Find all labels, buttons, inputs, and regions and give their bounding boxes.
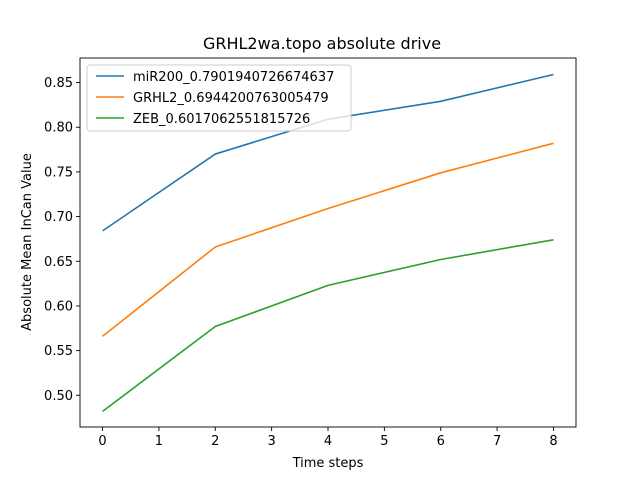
y-tick-label: 0.80 bbox=[44, 121, 73, 136]
legend: miR200_0.7901940726674637 GRHL2_0.6944200… bbox=[86, 64, 352, 132]
series-line-1 bbox=[102, 142, 554, 337]
x-axis-title: Time steps bbox=[292, 456, 364, 471]
y-axis-title: Absolute Mean InCan Value bbox=[20, 153, 35, 331]
x-tick-label: 4 bbox=[324, 434, 332, 449]
chart-title: GRHL2wa.topo absolute drive bbox=[203, 34, 441, 53]
x-tick-label: 3 bbox=[267, 434, 275, 449]
x-tick-label: 6 bbox=[437, 434, 445, 449]
x-tick-label: 1 bbox=[155, 434, 163, 449]
series-line-2 bbox=[102, 239, 554, 412]
x-tick-label: 7 bbox=[493, 434, 501, 449]
y-tick-label: 0.50 bbox=[44, 389, 73, 404]
y-tick-label: 0.55 bbox=[44, 344, 73, 359]
legend-label: GRHL2_0.6944200763005479 bbox=[133, 91, 329, 106]
x-tick-label: 5 bbox=[380, 434, 388, 449]
legend-label: miR200_0.7901940726674637 bbox=[133, 70, 334, 85]
y-tick-label: 0.85 bbox=[44, 76, 73, 91]
plot-area: 0 1 2 3 4 5 6 7 8 0.50 0.55 0.60 0.65 0.70 0.75 0.80 0.8… bbox=[44, 57, 577, 449]
y-tick-label: 0.65 bbox=[44, 255, 73, 270]
legend-box bbox=[86, 64, 352, 132]
x-tick-label: 2 bbox=[211, 434, 219, 449]
x-tick-label: 8 bbox=[549, 434, 557, 449]
legend-label: ZEB_0.6017062551815726 bbox=[133, 112, 310, 127]
y-tick-label: 0.70 bbox=[44, 210, 73, 225]
y-tick-label: 0.75 bbox=[44, 165, 73, 180]
y-tick-label: 0.60 bbox=[44, 299, 73, 314]
x-tick-label: 0 bbox=[98, 434, 106, 449]
